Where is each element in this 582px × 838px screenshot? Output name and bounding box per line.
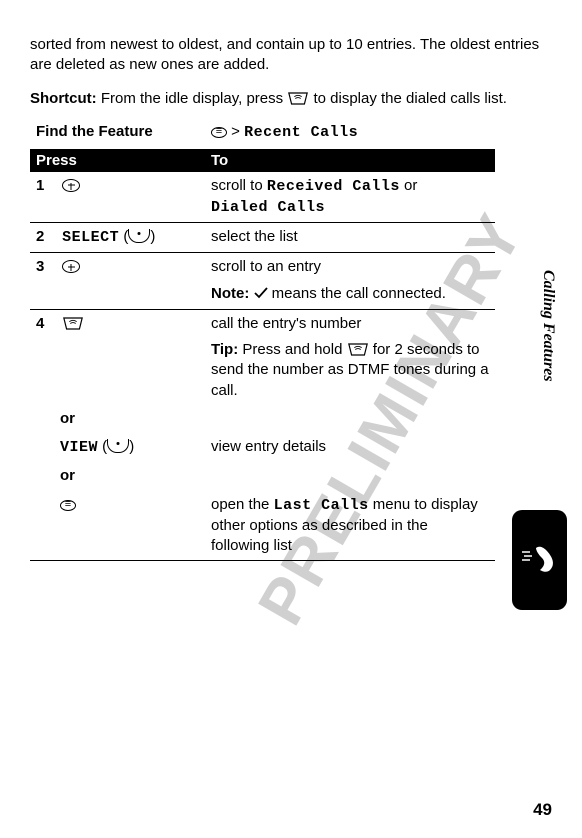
find-feature-row: Find the Feature > Recent Calls	[30, 123, 552, 141]
table-row: 3 scroll to an entry Note: means the cal…	[30, 253, 495, 310]
nav-key-icon	[62, 179, 80, 192]
cell-lcd: Received Calls	[267, 178, 400, 195]
find-feature-path: > Recent Calls	[211, 123, 546, 141]
send-key-icon	[62, 316, 84, 331]
menu-key-icon	[211, 127, 227, 138]
table-row: 4 call the entry's number Tip: Press and…	[30, 309, 495, 405]
steps-table: Press To 1 scroll to Received Calls or D…	[30, 149, 495, 562]
find-feature-label: Find the Feature	[36, 123, 211, 141]
table-row: 1 scroll to Received Calls or Dialed Cal…	[30, 172, 495, 223]
press-label: SELECT	[62, 229, 119, 246]
cell-text: select the list	[205, 223, 495, 253]
col-to: To	[205, 149, 495, 172]
path-sep: >	[227, 123, 244, 140]
send-key-icon	[287, 91, 309, 106]
cell-text: open the	[211, 496, 274, 513]
cell-lcd: Dialed Calls	[211, 199, 325, 216]
intro-text: sorted from newest to oldest, and contai…	[30, 35, 552, 74]
press-label: VIEW	[60, 439, 98, 456]
soft-key-icon	[107, 439, 129, 453]
table-row: VIEW () view entry details	[30, 433, 495, 462]
step-num: 4	[36, 314, 58, 334]
cell-text: scroll to an entry	[211, 257, 489, 277]
step-num: 1	[36, 176, 58, 196]
soft-key-icon	[128, 229, 150, 243]
shortcut-text-2: to display the dialed calls list.	[309, 90, 507, 107]
step-num: 3	[36, 257, 58, 277]
path-item: Recent Calls	[244, 124, 358, 141]
cell-text: view entry details	[205, 433, 495, 462]
table-row: or	[30, 405, 495, 433]
shortcut-text-1: From the idle display, press	[97, 90, 288, 107]
tip-text-1: Press and hold	[238, 341, 346, 358]
nav-key-icon	[62, 260, 80, 273]
cell-text: or	[400, 177, 418, 194]
or-label: or	[36, 466, 199, 486]
cell-lcd: Last Calls	[274, 497, 369, 514]
table-row: open the Last Calls menu to display othe…	[30, 491, 495, 561]
shortcut-label: Shortcut:	[30, 90, 97, 107]
cell-text: scroll to	[211, 177, 267, 194]
or-label: or	[36, 409, 199, 429]
page-number: 49	[533, 800, 552, 820]
col-press: Press	[30, 149, 205, 172]
table-row: 2 SELECT () select the list	[30, 223, 495, 253]
note-text: means the call connected.	[268, 285, 446, 302]
note-label: Note:	[211, 285, 249, 302]
table-row: or	[30, 462, 495, 490]
step-num: 2	[36, 227, 58, 247]
menu-key-icon	[60, 500, 76, 511]
send-key-icon	[347, 342, 369, 357]
tip-label: Tip:	[211, 341, 238, 358]
cell-text: call the entry's number	[211, 314, 489, 334]
check-icon	[254, 285, 268, 305]
shortcut-line: Shortcut: From the idle display, press t…	[30, 89, 552, 109]
